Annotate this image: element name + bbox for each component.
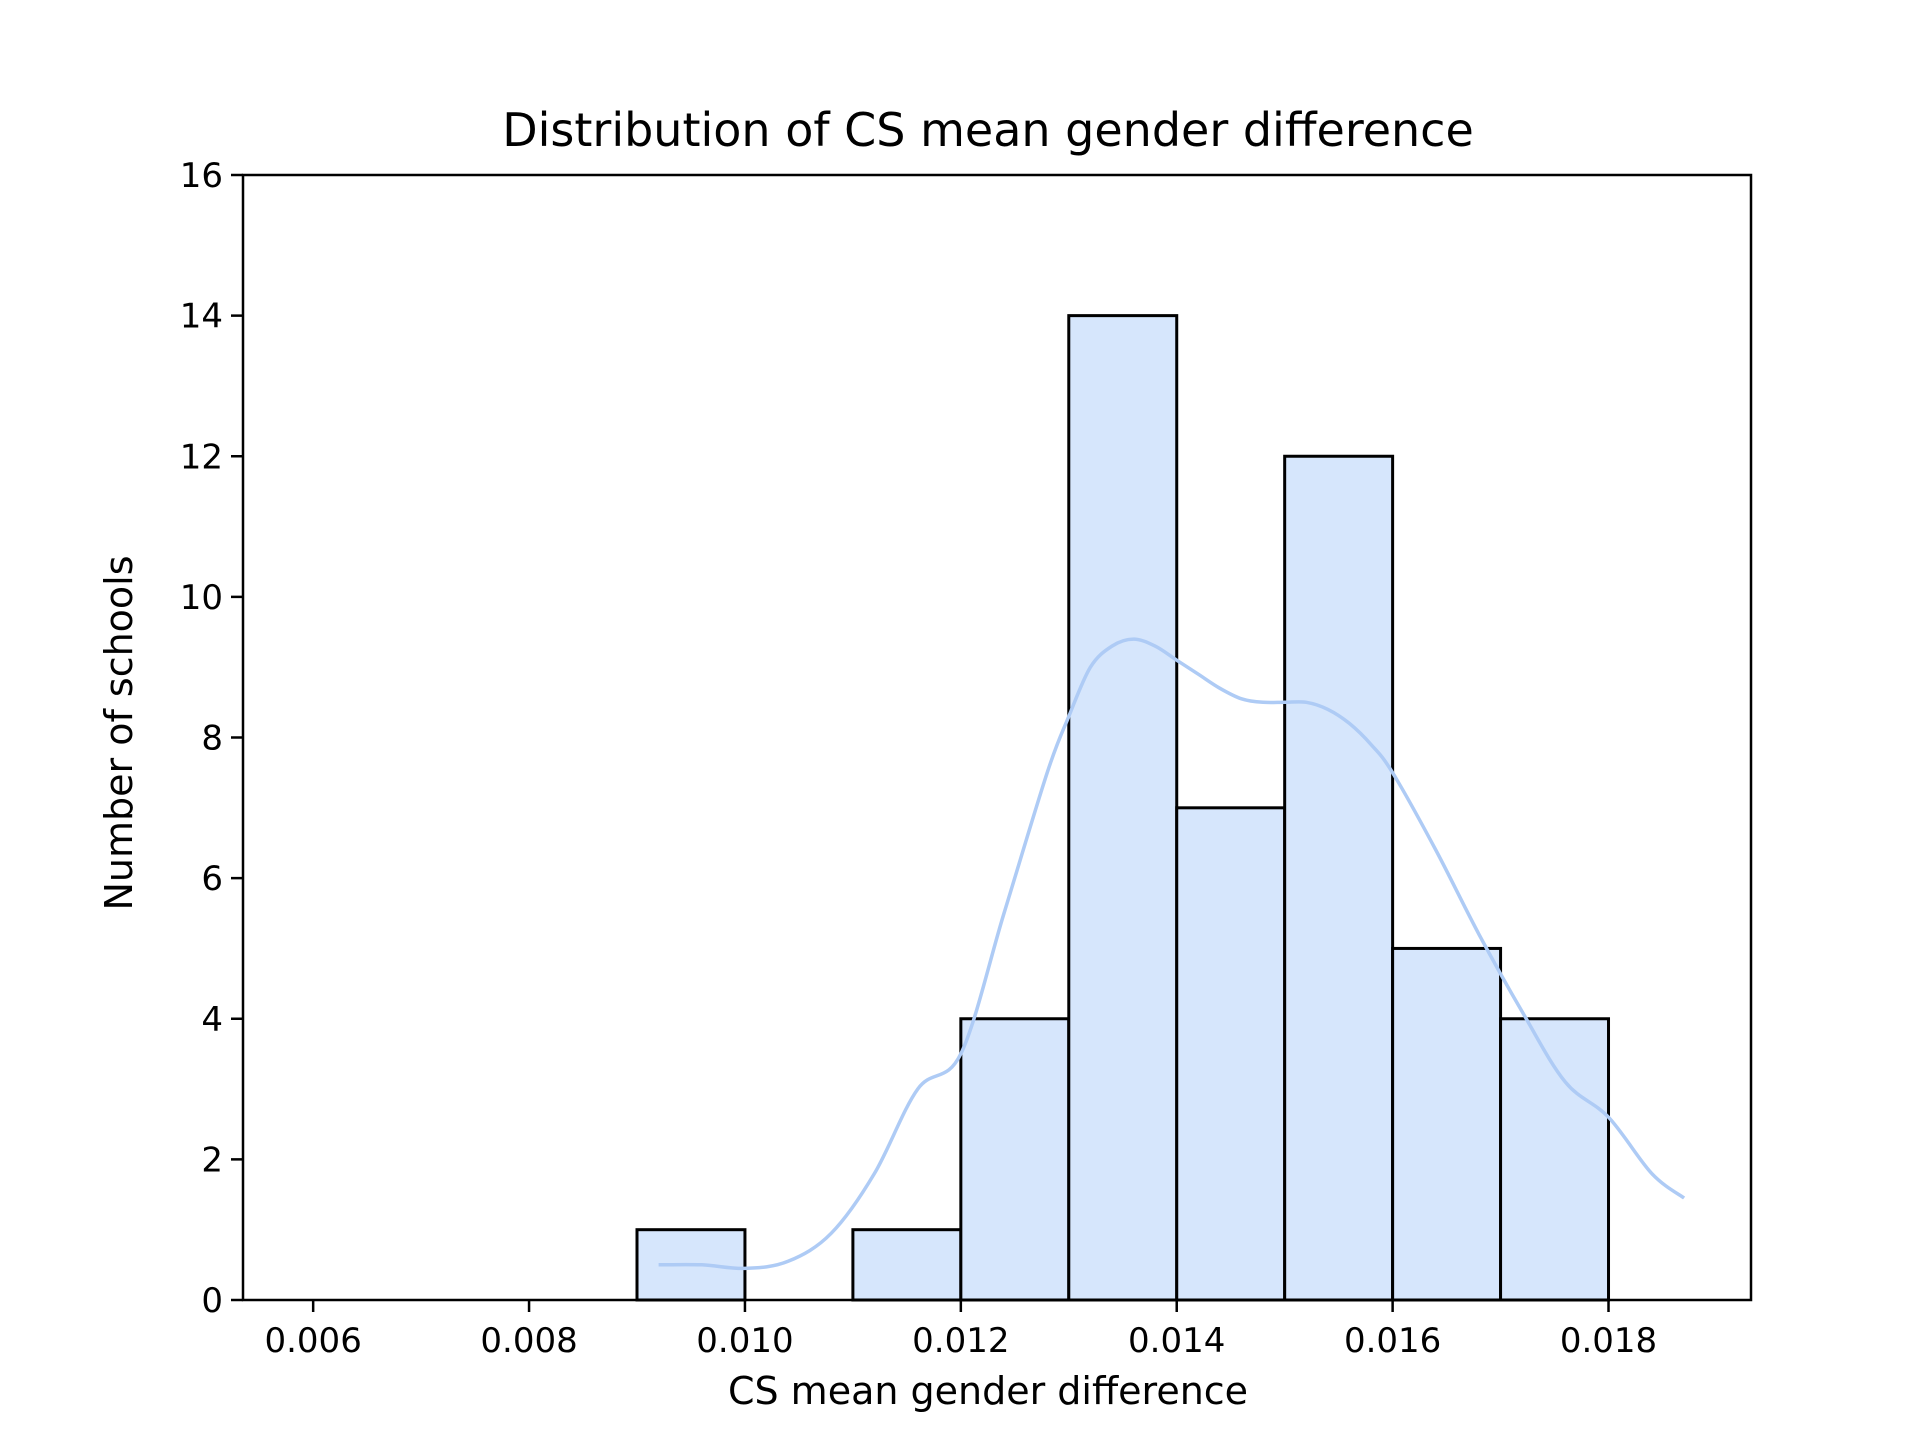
y-tick-label: 6	[201, 859, 223, 899]
x-tick-label: 0.016	[1344, 1321, 1441, 1361]
x-tick-label: 0.010	[696, 1321, 793, 1361]
y-tick-label: 2	[201, 1140, 223, 1180]
y-tick-label: 16	[180, 156, 223, 196]
x-tick-label: 0.006	[264, 1321, 361, 1361]
x-tick-label: 0.008	[480, 1321, 577, 1361]
histogram-bar	[1175, 806, 1287, 1302]
y-tick-label: 10	[180, 578, 223, 618]
histogram-bar	[959, 1017, 1071, 1302]
x-tick-label: 0.014	[1128, 1321, 1225, 1361]
x-axis-label: CS mean gender difference	[728, 1369, 1248, 1413]
y-tick-label: 0	[201, 1281, 223, 1321]
histogram-bar	[1391, 946, 1503, 1302]
histogram-bar	[1499, 1017, 1611, 1302]
y-axis-ticks: 0 2 4 6 8 10 12 14 16	[180, 156, 243, 1321]
bars-group	[635, 314, 1611, 1302]
x-axis-ticks: 0.006 0.008 0.010 0.012 0.014 0.016 0.018	[264, 1300, 1657, 1361]
kde-line	[658, 637, 1686, 1271]
histogram-bar	[1283, 454, 1395, 1302]
y-tick-label: 14	[180, 297, 223, 337]
chart-title: Distribution of CS mean gender differenc…	[502, 103, 1474, 157]
y-tick-label: 8	[201, 719, 223, 759]
y-tick-label: 12	[180, 437, 223, 477]
x-tick-label: 0.012	[912, 1321, 1009, 1361]
x-tick-label: 0.018	[1560, 1321, 1657, 1361]
histogram-bar	[1067, 314, 1179, 1302]
histogram-bar	[851, 1228, 963, 1302]
y-tick-label: 4	[201, 1000, 223, 1040]
y-axis-label: Number of schools	[97, 555, 141, 910]
